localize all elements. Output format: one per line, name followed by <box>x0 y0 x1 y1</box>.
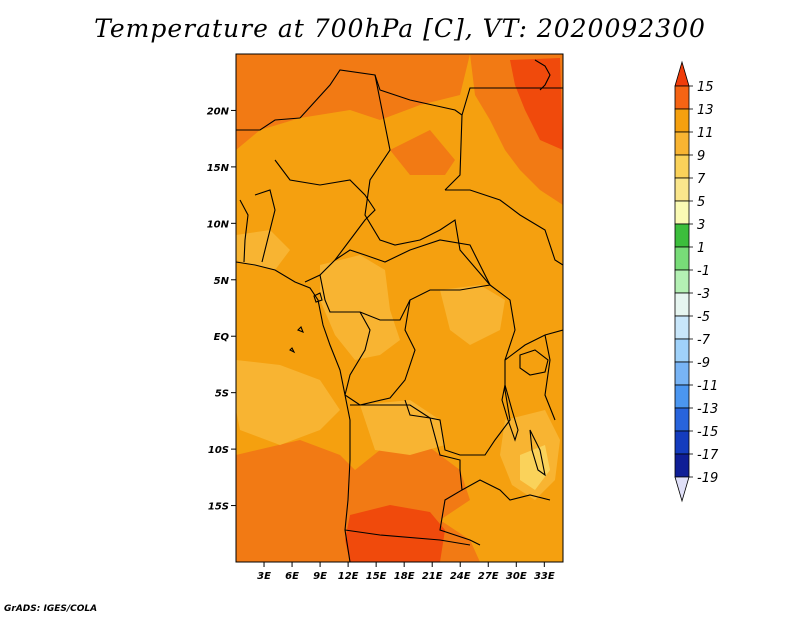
border-chad <box>364 74 491 286</box>
colorbar-arrow-top <box>674 60 690 87</box>
region-congo-cool <box>440 285 505 345</box>
border-nigeria <box>274 159 376 283</box>
border-angola <box>350 404 481 546</box>
colorbar-label: -3 <box>697 287 710 302</box>
colorbar-swatch <box>674 384 690 409</box>
colorbar-swatch <box>674 246 690 271</box>
colorbar-label: -19 <box>697 471 718 486</box>
colorbar-label: -1 <box>697 264 710 279</box>
colorbar-label: 1 <box>697 241 705 256</box>
border-east <box>504 329 563 361</box>
region-west-cool <box>236 230 290 270</box>
longitude-axis: 3E 6E 9E 12E 15E 18E 21E 24E 27E 30E 33E <box>257 562 555 582</box>
lon-tick-label: 15E <box>366 571 387 582</box>
colorbar-label: -15 <box>697 425 718 440</box>
colorbar-swatch <box>674 269 690 294</box>
border-ethiopia <box>445 189 563 266</box>
colorbar-label: 13 <box>697 103 714 118</box>
colorbar-label: -13 <box>697 402 718 417</box>
lake-tanganyika <box>501 384 519 442</box>
border-south <box>344 529 471 546</box>
chart-title: Temperature at 700hPa [C], VT: 202009230… <box>94 14 706 43</box>
lat-tick-label: 5S <box>215 389 229 400</box>
colorbar-label: 3 <box>697 218 705 233</box>
colorbar-label: -17 <box>697 448 719 463</box>
lake-victoria <box>519 349 549 376</box>
red-sea-coast <box>534 59 551 91</box>
colorbar-swatch <box>674 453 690 478</box>
border-east-2 <box>544 334 556 421</box>
country-borders <box>236 59 563 562</box>
lat-tick-label: 10N <box>207 219 230 230</box>
colorbar-swatch <box>674 131 690 156</box>
lon-tick-label: 12E <box>338 571 359 582</box>
colorbar-label: -7 <box>697 333 711 348</box>
border-zambia <box>461 479 551 501</box>
colorbar-swatch <box>674 108 690 133</box>
border-sudan <box>461 87 563 116</box>
colorbar-label: 9 <box>697 149 705 164</box>
border-cameroon <box>319 274 360 313</box>
border-north-2 <box>236 117 301 131</box>
lat-tick-label: EQ <box>214 332 230 343</box>
colorbar-label: 7 <box>697 172 706 187</box>
colorbar-label: -9 <box>697 356 710 371</box>
colorbar-swatch <box>674 292 690 317</box>
border-car <box>334 239 491 321</box>
region-northeast-hot <box>510 58 563 150</box>
colorbar-label: 11 <box>697 126 714 141</box>
lon-tick-label: 30E <box>506 571 527 582</box>
colorbar-label: 15 <box>697 80 714 95</box>
region-central-cool <box>320 255 400 360</box>
lat-tick-label: 5N <box>214 276 230 287</box>
colorbar-swatch <box>674 85 690 110</box>
colorbar-label: 5 <box>697 195 705 210</box>
colorbar-label: -5 <box>697 310 710 325</box>
border-north-1 <box>299 69 463 191</box>
lon-tick-label: 18E <box>394 571 415 582</box>
lat-tick-label: 15N <box>207 163 230 174</box>
lon-tick-label: 3E <box>257 571 271 582</box>
colorbar-swatch <box>674 315 690 340</box>
lat-tick-label: 15S <box>208 502 229 513</box>
lon-tick-label: 33E <box>534 571 555 582</box>
lat-tick-label: 20N <box>207 106 230 117</box>
colorbar: 15 13 11 9 7 5 3 1 -1 -3 -5 -7 -9 -11 -13 -15 -17 -19 <box>674 60 719 503</box>
colorbar-swatch <box>674 430 690 455</box>
footer-credit: GrADS: IGES/COLA <box>4 604 98 614</box>
colorbar-swatch <box>674 177 690 202</box>
colorbar-arrow-bottom <box>674 476 690 503</box>
colorbar-swatch <box>674 154 690 179</box>
coastline-west <box>236 261 351 562</box>
colorbar-label: -11 <box>697 379 718 394</box>
lake-malawi <box>529 429 546 477</box>
region-north-warm <box>236 54 470 150</box>
border-benin <box>254 189 276 263</box>
colorbar-swatch <box>674 407 690 432</box>
colorbar-swatch <box>674 361 690 386</box>
region-highlands-light <box>520 445 550 490</box>
colorbar-swatch <box>674 200 690 225</box>
border-togo <box>239 199 249 263</box>
lon-tick-label: 24E <box>450 571 471 582</box>
latitude-axis: 20N 15N 10N 5N EQ 5S 10S 15S <box>207 106 236 513</box>
border-drc-east <box>404 284 516 456</box>
colorbar-swatch <box>674 338 690 363</box>
region-sahel-warm <box>390 130 455 175</box>
region-southwest-cool <box>236 360 340 445</box>
region-south-hot <box>345 505 445 562</box>
temperature-field <box>236 54 563 562</box>
lon-tick-label: 27E <box>478 571 499 582</box>
map-frame <box>235 53 564 563</box>
lon-tick-label: 9E <box>313 571 327 582</box>
lat-tick-label: 10S <box>208 445 229 456</box>
gulf-islands <box>289 292 323 354</box>
colorbar-swatch <box>674 223 690 248</box>
lon-tick-label: 6E <box>285 571 299 582</box>
lon-tick-label: 21E <box>422 571 443 582</box>
